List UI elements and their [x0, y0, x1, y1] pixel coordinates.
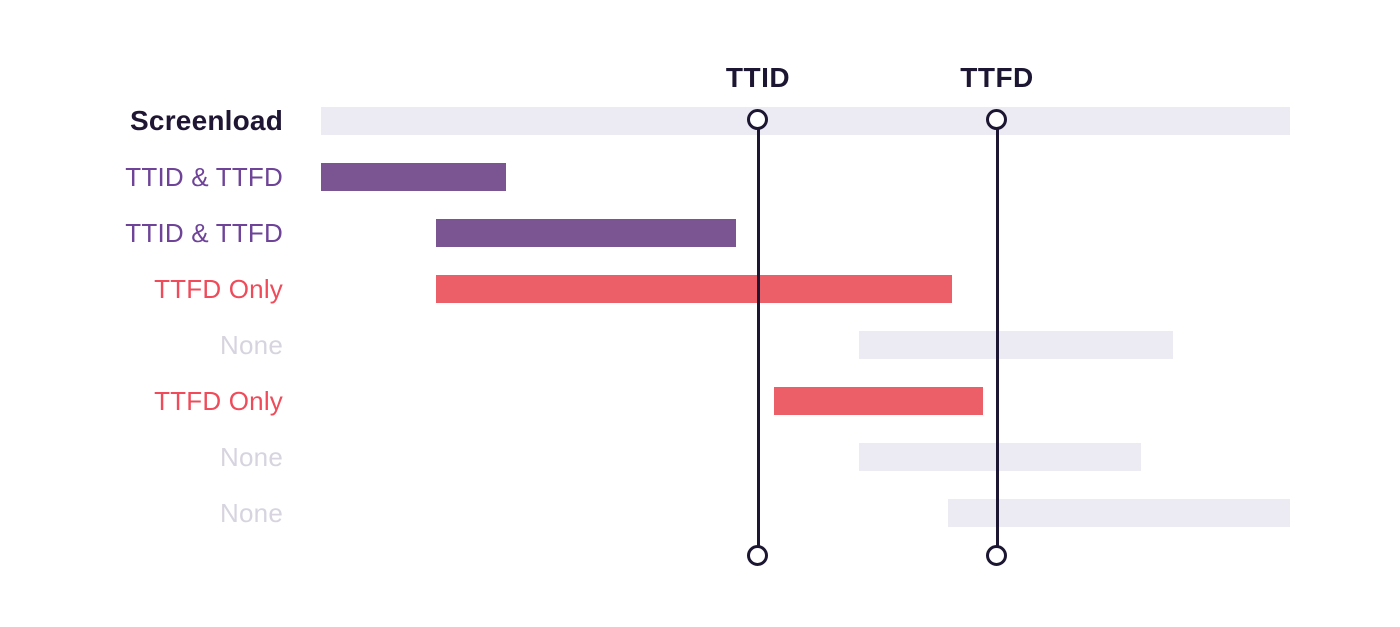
- marker-line-ttfd: [995, 120, 999, 556]
- span-bar-ttid_ttfd: [436, 219, 736, 247]
- marker-line-ttid: [756, 120, 760, 556]
- span-bar-ttfd_only: [436, 275, 952, 303]
- row-label-ttfd_only: TTFD Only: [154, 386, 283, 416]
- marker-ttid-bottom-circle: [747, 545, 768, 566]
- span-bar-none: [948, 499, 1290, 527]
- row-label-none: None: [220, 442, 283, 472]
- row-label-screenload: Screenload: [130, 105, 283, 136]
- marker-label-ttfd: TTFD: [960, 62, 1034, 93]
- row-label-ttfd_only: TTFD Only: [154, 274, 283, 304]
- span-bar-ttfd_only: [774, 387, 983, 415]
- marker-ttfd-top-circle: [986, 109, 1007, 130]
- span-bar-ttid_ttfd: [321, 163, 506, 191]
- span-bar-none: [859, 443, 1141, 471]
- marker-ttid-top-circle: [747, 109, 768, 130]
- row-label-ttid_ttfd: TTID & TTFD: [125, 162, 283, 192]
- marker-ttfd-bottom-circle: [986, 545, 1007, 566]
- row-label-none: None: [220, 330, 283, 360]
- marker-label-ttid: TTID: [725, 62, 791, 93]
- row-label-none: None: [220, 498, 283, 528]
- row-label-ttid_ttfd: TTID & TTFD: [125, 218, 283, 248]
- span-bar-none: [859, 331, 1173, 359]
- span-bar-screenload: [321, 107, 1290, 135]
